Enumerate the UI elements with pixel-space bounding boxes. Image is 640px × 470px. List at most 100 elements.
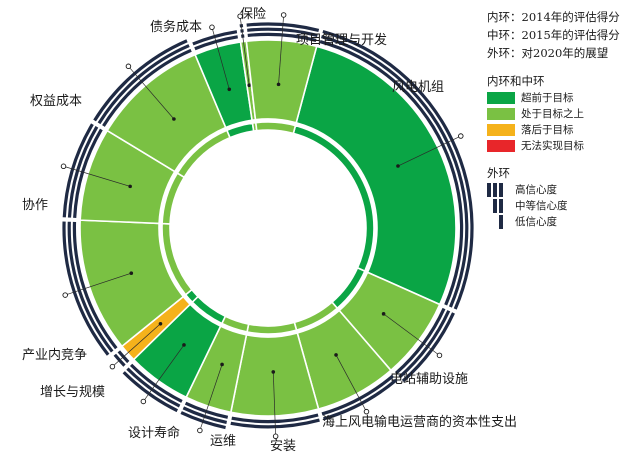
leader-line bbox=[65, 272, 132, 296]
legend-label-behind: 落后于目标 bbox=[521, 124, 574, 136]
legend-label-high: 高信心度 bbox=[515, 184, 557, 196]
legend-swatch-unable bbox=[487, 140, 515, 152]
legend-label-low: 低信心度 bbox=[515, 216, 557, 228]
outer-confidence-arc bbox=[231, 413, 319, 424]
outer-confidence-arc bbox=[122, 371, 179, 413]
segment-dot bbox=[158, 321, 163, 326]
segment-label: 债务成本 bbox=[150, 19, 202, 35]
leader-line bbox=[128, 66, 175, 120]
legend-status-unable: 无法实现目标 bbox=[487, 138, 637, 154]
segment-label: 权益成本 bbox=[30, 93, 82, 109]
legend-swatch-ahead bbox=[487, 92, 515, 104]
segment-label: 设计寿命 bbox=[128, 425, 180, 441]
segment-label: 海上风电输电运营商的资本性支出 bbox=[322, 414, 517, 430]
segment-dot bbox=[128, 184, 132, 189]
legend-ring-outer: 外环：对2020年的展望 bbox=[487, 46, 609, 60]
segment-dot bbox=[227, 87, 232, 92]
leader-line bbox=[63, 165, 131, 187]
leader-line bbox=[112, 323, 161, 367]
legend-confidence-medium: 中等信心度 bbox=[487, 198, 637, 214]
outer-dot bbox=[140, 398, 147, 405]
leader-line bbox=[278, 14, 284, 85]
segment-dot bbox=[334, 353, 338, 357]
outer-dot bbox=[62, 292, 68, 298]
segment-label: 项目管理与开发 bbox=[296, 32, 387, 48]
outer-dot bbox=[237, 13, 243, 19]
outer-confidence-arc bbox=[247, 27, 318, 37]
outer-confidence-arc bbox=[321, 374, 394, 416]
legend-status-title: 内环和中环 bbox=[487, 74, 545, 88]
segment-label: 协作 bbox=[22, 198, 48, 213]
segment-dot bbox=[276, 82, 281, 87]
legend-label-medium: 中等信心度 bbox=[515, 200, 568, 212]
outer-dot bbox=[436, 352, 443, 359]
legend-ring-middle: 中环：2015年的评估得分 bbox=[487, 28, 620, 42]
segment-dot bbox=[129, 271, 134, 276]
leader-line bbox=[335, 354, 367, 412]
outer-dot bbox=[458, 133, 464, 139]
leader-line bbox=[239, 16, 250, 86]
legend-swatch-behind bbox=[487, 124, 515, 136]
outer-confidence-arc bbox=[394, 307, 446, 375]
legend-label-unable: 无法实现目标 bbox=[521, 140, 584, 152]
outer-dot bbox=[125, 63, 132, 70]
segment-label: 保险 bbox=[240, 7, 266, 22]
leader-line bbox=[199, 364, 223, 431]
outer-confidence-arc bbox=[67, 125, 99, 218]
legend-status-ahead: 超前于目标 bbox=[487, 90, 637, 106]
segment-label: 安装 bbox=[270, 439, 296, 454]
legend-swatch-above bbox=[487, 108, 515, 120]
segment-dot bbox=[182, 343, 186, 347]
legend-status-behind: 落后于目标 bbox=[487, 122, 637, 138]
segment-dot bbox=[172, 117, 176, 121]
outer-dot bbox=[60, 163, 67, 170]
outer-confidence-arc bbox=[126, 367, 181, 408]
segment-label: 产业内竞争 bbox=[22, 347, 87, 363]
segment-dot bbox=[271, 370, 276, 374]
outer-confidence-arc bbox=[323, 378, 398, 421]
legend-label-above: 处于目标之上 bbox=[521, 108, 584, 120]
outer-confidence-arc bbox=[401, 312, 455, 383]
outer-confidence-arc bbox=[62, 123, 94, 218]
outer-dot bbox=[209, 24, 215, 31]
confidence-medium-icon bbox=[487, 199, 509, 213]
segment-label: 风电机组 bbox=[392, 80, 444, 95]
confidence-high-icon bbox=[487, 183, 509, 197]
outer-confidence-arc bbox=[230, 418, 320, 429]
segment-dot bbox=[381, 312, 386, 316]
segment-dot bbox=[220, 362, 224, 367]
outer-confidence-arc bbox=[67, 221, 114, 353]
segment-label: 电站辅助设施 bbox=[390, 372, 468, 387]
segment-label: 增长与规模 bbox=[40, 385, 105, 400]
middle-ring-segment bbox=[245, 39, 318, 124]
inner-ring-segment bbox=[246, 321, 298, 335]
confidence-low-icon bbox=[487, 215, 509, 229]
legend-confidence-high: 高信心度 bbox=[487, 182, 637, 198]
segment-dot bbox=[396, 164, 400, 168]
outer-dot bbox=[363, 408, 370, 415]
segment-dot bbox=[247, 83, 252, 88]
outer-confidence-arc bbox=[72, 221, 118, 350]
leader-line bbox=[383, 313, 440, 356]
outer-dot bbox=[197, 427, 203, 434]
leader-line bbox=[272, 371, 276, 437]
outer-dot bbox=[280, 12, 287, 18]
legend: 内环：2014年的评估得分 中环：2015年的评估得分 外环：对2020年的展望… bbox=[487, 8, 637, 230]
legend-confidence-title: 外环 bbox=[487, 166, 510, 180]
outer-confidence-arc bbox=[129, 363, 183, 403]
outer-dot bbox=[109, 363, 116, 370]
outer-confidence-arc bbox=[398, 310, 451, 379]
leader-line bbox=[211, 27, 230, 90]
inner-ring-segment bbox=[254, 121, 297, 135]
outer-confidence-arc bbox=[246, 22, 320, 32]
segment-label: 运维 bbox=[210, 434, 236, 449]
outer-confidence-arc bbox=[247, 32, 317, 43]
leader-line bbox=[143, 344, 185, 402]
legend-confidence-low: 低信心度 bbox=[487, 214, 637, 230]
outer-confidence-arc bbox=[73, 128, 103, 218]
outer-confidence-arc bbox=[62, 221, 110, 356]
outer-dot bbox=[272, 433, 279, 440]
leader-line bbox=[397, 135, 461, 167]
legend-ring-inner: 内环：2014年的评估得分 bbox=[487, 10, 620, 24]
